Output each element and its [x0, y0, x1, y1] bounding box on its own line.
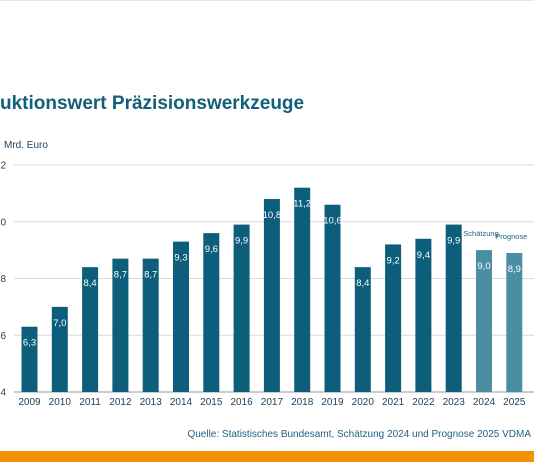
bar-2022: [415, 238, 432, 392]
data-label: 9,2: [386, 255, 399, 266]
x-tick-label: 2009: [18, 397, 41, 408]
data-label: 10,6: [323, 216, 342, 227]
data-label: 8,4: [356, 278, 369, 289]
bar-2011: [82, 267, 99, 392]
data-label: 9,3: [174, 253, 187, 264]
x-tick-label: 2014: [170, 397, 193, 408]
x-tick-label: 2010: [49, 397, 72, 408]
bar-2010: [51, 306, 68, 392]
data-label: 9,4: [417, 250, 430, 261]
bar-2017: [263, 199, 280, 392]
annotation-schätzung: Schätzung: [463, 229, 498, 238]
x-tick-label: 2017: [261, 397, 284, 408]
x-tick-label: 2011: [79, 397, 101, 408]
top-divider: [0, 0, 534, 1]
data-label: 9,6: [205, 244, 218, 255]
x-tick-label: 2021: [382, 397, 405, 408]
bar-2009: [21, 326, 38, 392]
x-tick-label: 2016: [230, 397, 253, 408]
data-label: 11,2: [293, 199, 311, 210]
data-label: 8,9: [508, 264, 521, 275]
y-tick-label: 8: [0, 274, 6, 285]
x-tick-label: 2019: [321, 397, 344, 408]
y-tick-label: 0: [0, 217, 6, 228]
chart-title: uktionswert Präzisionswerkzeuge: [0, 93, 305, 114]
data-label: 6,3: [23, 338, 36, 349]
x-tick-label: 2018: [291, 397, 314, 408]
x-tick-label: 2020: [352, 397, 375, 408]
bar-2014: [173, 241, 189, 392]
bar-2018: [294, 187, 311, 392]
x-tick-label: 2012: [109, 397, 132, 408]
annotation-prognose: Prognose: [495, 232, 527, 241]
data-label: 9,9: [235, 236, 248, 247]
data-label: 9,0: [477, 261, 490, 272]
bar-2020: [354, 267, 371, 392]
data-label: 8,7: [114, 270, 127, 281]
data-label: 8,4: [83, 278, 96, 289]
accent-bar: [0, 451, 534, 462]
bar-2023: [445, 224, 462, 392]
bar-2019: [324, 204, 341, 392]
x-tick-label: 2024: [473, 397, 496, 408]
y-tick-label: 2: [0, 161, 6, 172]
y-tick-label: 4: [0, 388, 6, 399]
data-label: 7,0: [53, 318, 66, 329]
bar-2012: [112, 258, 129, 392]
y-tick-label: 6: [0, 331, 6, 342]
bar-2013: [142, 258, 159, 392]
x-tick-label: 2022: [412, 397, 435, 408]
bar-2025: [506, 252, 523, 392]
data-label: 8,7: [144, 270, 157, 281]
y-axis-label: Mrd. Euro: [4, 140, 48, 151]
data-label: 10,8: [263, 210, 282, 221]
bar-2016: [233, 224, 250, 392]
data-label: 9,9: [447, 236, 460, 247]
bar-2015: [203, 233, 220, 392]
x-tick-label: 2013: [140, 397, 163, 408]
x-tick-label: 2025: [503, 397, 526, 408]
x-tick-label: 2015: [200, 397, 223, 408]
source-note: Quelle: Statistisches Bundesamt, Schätzu…: [187, 429, 531, 440]
bar-2024: [476, 250, 492, 392]
x-tick-label: 2023: [443, 397, 466, 408]
bar-2021: [385, 244, 402, 392]
